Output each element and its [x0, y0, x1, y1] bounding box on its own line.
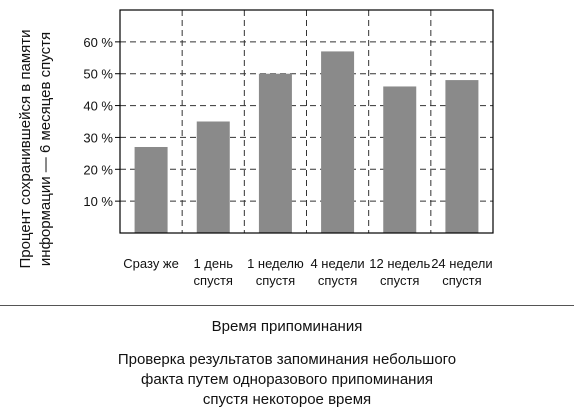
caption-line-1: Проверка результатов запоминания небольш…	[117, 351, 457, 368]
x-tick-label-2-line-1: 1 день	[193, 256, 233, 271]
x-tick-label-6-line-1: 24 недели	[431, 256, 492, 271]
x-tick-label-3-line-1: 1 неделю	[247, 256, 304, 271]
y-tick-label-2: 20 %	[83, 162, 113, 177]
divider-line	[0, 305, 574, 306]
bar-2	[196, 121, 230, 233]
x-tick-label-4-line-1: 4 недели	[310, 256, 364, 271]
x-tick-label-4-line-2: спустя	[318, 273, 357, 288]
bar-5	[383, 86, 417, 233]
grid	[120, 10, 493, 233]
figure-caption: Проверка результатов запоминания небольш…	[0, 350, 574, 410]
y-axis-label: Процент сохранившейся в памяти информаци…	[17, 29, 54, 268]
x-tick-label-5-line-1: 12 недель	[369, 256, 430, 271]
x-tick-labels: Сразу же 1 день спустя 1 неделю спустя 4 неде…	[123, 256, 492, 288]
y-tick-label-1: 10 %	[83, 194, 113, 209]
x-tick-label-5-line-2: спустя	[380, 273, 419, 288]
axes	[115, 9, 494, 234]
bar-4	[321, 51, 355, 233]
x-axis-label: Время припоминания	[211, 318, 363, 335]
plot-frame	[119, 9, 494, 234]
y-tick-label-5: 50 %	[83, 67, 113, 82]
y-tick-label-4: 40 %	[83, 99, 113, 114]
x-tick-label-6-line-2: спустя	[442, 273, 481, 288]
y-axis-label-line-2: информации — 6 месяцев спустя	[37, 32, 54, 266]
caption-line-2: факта путем одноразового припоминания	[141, 371, 433, 388]
y-tick-labels: 10 % 20 % 30 % 40 % 50 % 60 %	[83, 35, 113, 209]
bar-6	[445, 80, 479, 233]
y-axis-label-line-1: Процент сохранившейся в памяти	[17, 29, 34, 268]
bar-1	[134, 146, 168, 233]
bars	[134, 51, 479, 233]
chart: 10 % 20 % 30 % 40 % 50 % 60 % Сразу же 1 день с…	[83, 9, 494, 288]
y-tick-label-3: 30 %	[83, 130, 113, 145]
x-tick-label-3-line-2: спустя	[256, 273, 295, 288]
x-tick-label-1-line-1: Сразу же	[123, 256, 179, 271]
x-tick-label-2-line-2: спустя	[194, 273, 233, 288]
bar-3	[258, 73, 292, 233]
y-tick-label-6: 60 %	[83, 35, 113, 50]
caption-line-3: спустя некоторое время	[202, 391, 372, 408]
